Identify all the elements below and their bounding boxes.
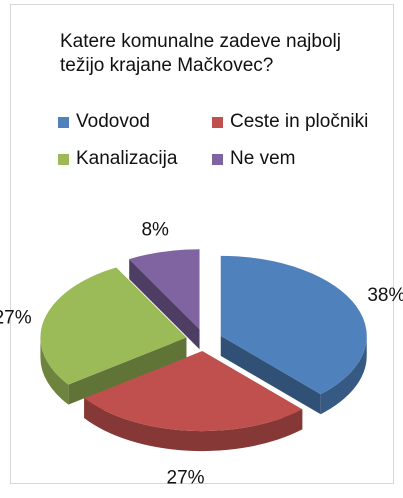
slice-rim [84,398,303,452]
legend-entry-ceste: Ceste in pločniki [212,111,368,133]
slice-top [129,249,200,330]
slice-rim [40,337,69,405]
pie-data-label: 38% [367,285,403,306]
pie-slice-kanalizacija [40,267,187,405]
legend-entry-kanalizacija: Kanalizacija [58,148,177,170]
slice-cut-face [220,335,321,415]
slice-rim [320,335,367,415]
chart-legend: Vodovod Ceste in pločniki Kanalizacija N… [0,0,403,200]
legend-label: Kanalizacija [76,148,178,169]
legend-entry-ne-vem: Ne vem [212,148,295,170]
pie-data-label: 27% [167,467,205,488]
slice-cut-face [129,259,200,350]
chart-title: Katere komunalne zadeve najbolj težijo k… [60,30,380,78]
pie-slice-ceste-in-plo-niki [84,351,303,452]
legend-swatch [58,116,69,128]
legend-label: Vodovod [76,111,150,132]
slice-top [84,351,303,432]
slice-cut-face [68,337,187,405]
slice-top [220,255,367,395]
legend-swatch [212,153,223,165]
legend-swatch [58,153,69,165]
pie-data-label: 27% [0,307,32,328]
legend-swatch [212,116,223,128]
chart-title-line-1: Katere komunalne zadeve najbolj [60,31,341,52]
pie-data-label: 8% [141,220,169,241]
legend-label: Ceste in pločniki [230,111,369,132]
slice-top [40,267,187,385]
legend-label: Ne vem [230,148,296,169]
pie-slice-ne-vem [129,249,200,350]
chart-title-line-2: težijo krajane Mačkovec? [60,55,274,76]
legend-entry-vodovod: Vodovod [58,111,150,133]
pie-slice-vodovod [220,255,367,415]
